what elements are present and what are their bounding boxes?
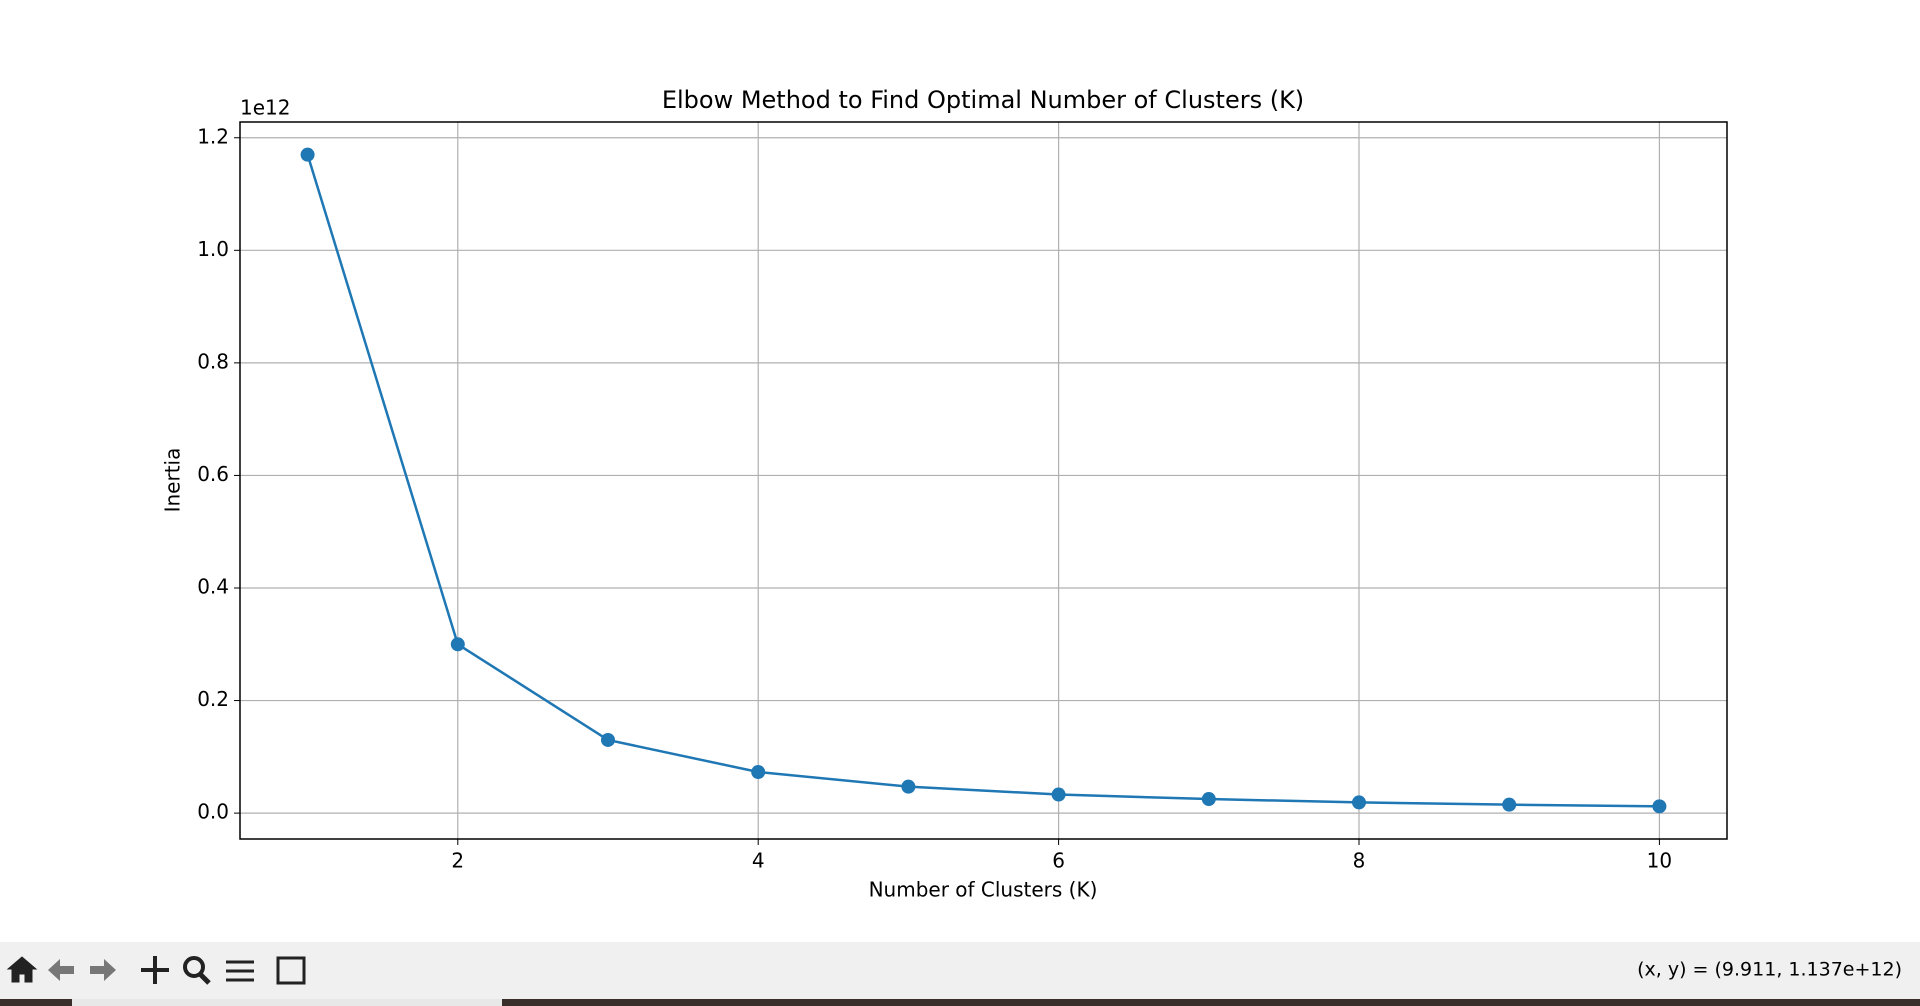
zoom-button[interactable]: [183, 956, 211, 985]
coordinates-display: (x, y) = (9.911, 1.137e+12): [1637, 959, 1902, 981]
y-axis-label: Inertia: [161, 448, 185, 513]
configure-button[interactable]: [226, 960, 254, 982]
data-point: [600, 732, 615, 747]
home-button[interactable]: [6, 956, 38, 983]
data-point: [1352, 795, 1367, 810]
data-point: [1652, 799, 1667, 814]
forward-button[interactable]: [90, 959, 116, 981]
x-tick-label: 10: [1647, 849, 1672, 873]
y-tick-label: 0.0: [197, 800, 229, 824]
data-point: [1201, 792, 1216, 807]
x-tick-label: 2: [451, 849, 464, 873]
plot-frame: [239, 121, 1728, 840]
taskbar-item: [72, 999, 502, 1006]
y-tick-label: 0.4: [197, 574, 229, 598]
data-point: [300, 147, 315, 162]
y-tick-label: 1.2: [197, 124, 229, 148]
toolbar: [0, 942, 1920, 999]
x-axis-label: Number of Clusters (K): [869, 878, 1098, 902]
y-tick-label: 0.8: [197, 349, 229, 373]
taskbar-strip: [0, 999, 1920, 1006]
y-tick-label: 0.6: [197, 462, 229, 486]
x-tick-label: 4: [752, 849, 765, 873]
data-point: [1502, 797, 1517, 812]
data-point: [450, 637, 465, 652]
save-button[interactable]: [276, 956, 306, 985]
pan-button[interactable]: [141, 956, 169, 984]
data-point: [1051, 787, 1066, 802]
back-button[interactable]: [48, 959, 74, 981]
y-tick-label: 1.0: [197, 237, 229, 261]
y-tick-label: 0.2: [197, 687, 229, 711]
y-offset-label: 1e12: [240, 96, 290, 120]
data-line: [306, 154, 1660, 808]
x-tick-label: 6: [1052, 849, 1065, 873]
data-point: [751, 765, 766, 780]
toolbar-icons: [6, 956, 306, 985]
chart-title: Elbow Method to Find Optimal Number of C…: [662, 86, 1304, 114]
data-point: [901, 779, 916, 794]
x-tick-label: 8: [1353, 849, 1366, 873]
